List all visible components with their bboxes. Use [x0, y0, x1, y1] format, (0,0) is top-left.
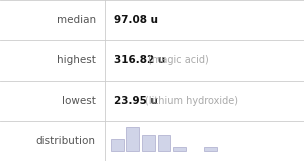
- Bar: [142, 135, 155, 151]
- Bar: [111, 139, 124, 151]
- Text: 23.95 u: 23.95 u: [114, 96, 158, 106]
- Text: highest: highest: [57, 55, 96, 65]
- Text: (lithium hydroxide): (lithium hydroxide): [145, 96, 238, 106]
- Text: 97.08 u: 97.08 u: [114, 15, 158, 25]
- Text: median: median: [57, 15, 96, 25]
- Bar: [204, 147, 217, 151]
- Bar: [173, 147, 186, 151]
- Bar: [126, 127, 139, 151]
- Text: lowest: lowest: [62, 96, 96, 106]
- Bar: [157, 135, 170, 151]
- Text: 316.82 u: 316.82 u: [114, 55, 165, 65]
- Text: distribution: distribution: [36, 136, 96, 146]
- Text: (magic acid): (magic acid): [148, 55, 209, 65]
